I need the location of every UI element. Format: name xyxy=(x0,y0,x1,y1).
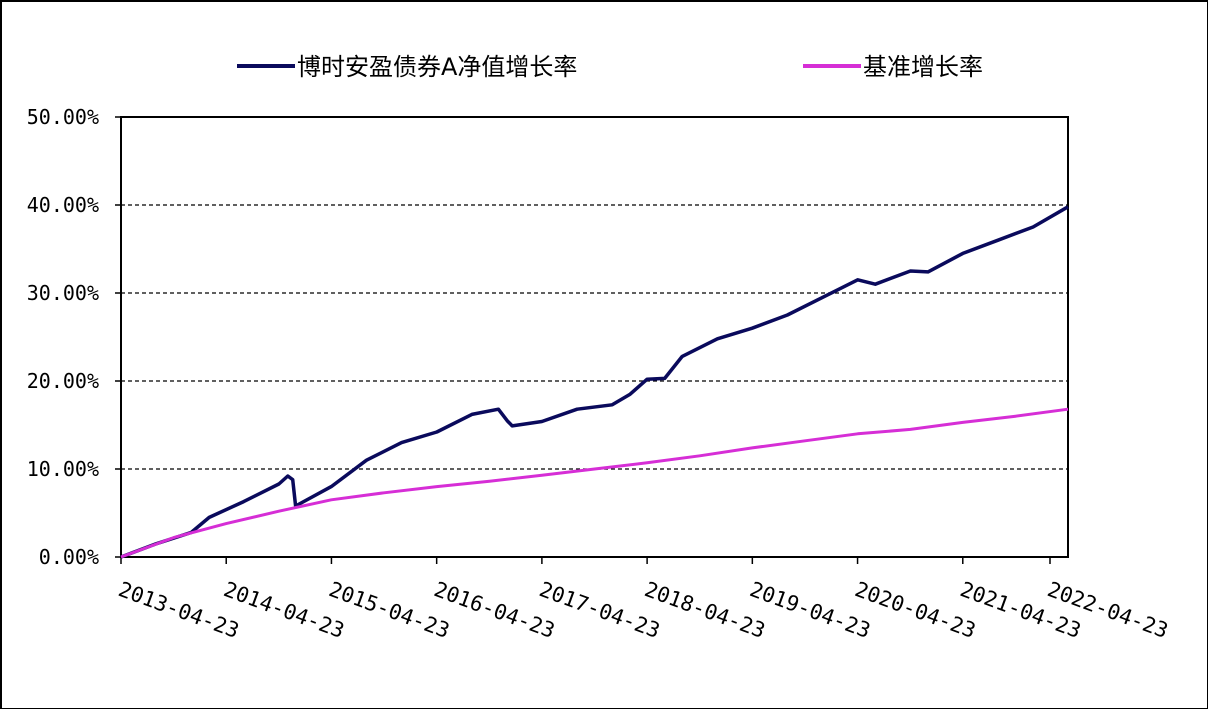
y-tick-label: 30.00% xyxy=(27,281,99,305)
legend-label: 基准增长率 xyxy=(863,53,983,81)
y-tick-label: 20.00% xyxy=(27,369,99,393)
x-tick-label: 2019-04-23 xyxy=(747,577,874,643)
y-tick-label: 40.00% xyxy=(27,193,99,217)
x-tick-label: 2015-04-23 xyxy=(326,577,453,643)
plot-area xyxy=(120,116,1069,558)
series-lines xyxy=(120,205,1069,559)
x-tick-label: 2020-04-23 xyxy=(852,577,979,643)
legend-label: 博时安盈债券A净值增长率 xyxy=(297,53,577,81)
grid-lines xyxy=(121,204,1068,470)
x-tick-label: 2013-04-23 xyxy=(115,577,242,643)
y-tick-label: 0.00% xyxy=(39,545,99,569)
y-axis: 0.00% 10.00% 20.00% 30.00% 40.00% 50.00% xyxy=(27,105,121,569)
x-tick-label: 2016-04-23 xyxy=(431,577,558,643)
x-tick-label: 2018-04-23 xyxy=(641,577,768,643)
y-tick-label: 50.00% xyxy=(27,105,99,129)
x-axis: 2013-04-232014-04-232015-04-232016-04-23… xyxy=(115,557,1171,643)
y-tick-label: 10.00% xyxy=(27,457,99,481)
x-tick-label: 2017-04-23 xyxy=(536,577,663,643)
series-line-0 xyxy=(120,205,1069,559)
x-tick-label: 2014-04-23 xyxy=(221,577,348,643)
series-line-1 xyxy=(120,407,1069,559)
legend: 博时安盈债券A净值增长率 基准增长率 xyxy=(237,53,983,81)
